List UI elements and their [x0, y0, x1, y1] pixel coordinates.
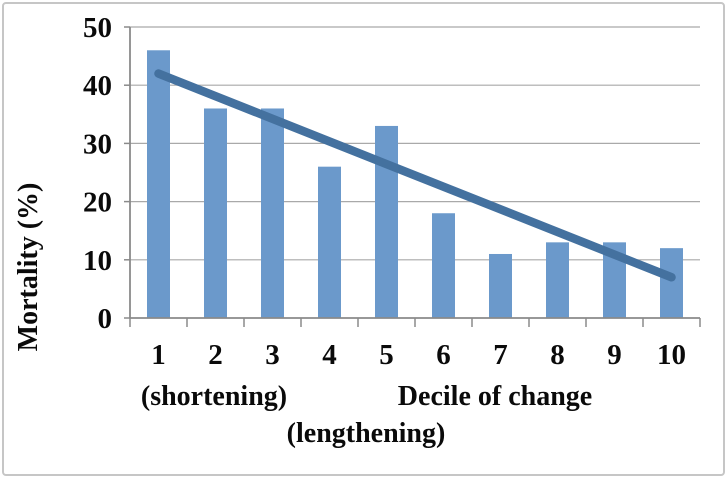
y-tick-label: 50	[83, 12, 112, 44]
trend-line	[154, 69, 676, 282]
x-axis-annotation-lengthening: (lengthening)	[286, 418, 446, 449]
bar	[489, 253, 512, 318]
bar	[261, 108, 284, 318]
bar	[147, 50, 170, 318]
x-tick-label: 7	[493, 339, 508, 371]
y-tick-label: 0	[98, 303, 113, 335]
x-tick-label: 5	[379, 339, 394, 371]
bar	[660, 248, 683, 318]
x-axis-annotation-shortening: (shortening)	[140, 381, 288, 412]
y-axis-title: Mortality (%)	[13, 182, 44, 352]
y-tick-label: 30	[83, 128, 112, 160]
y-tick-label: 20	[83, 187, 112, 219]
bar	[375, 125, 398, 318]
x-tick-label: 2	[208, 339, 223, 371]
bar	[432, 213, 455, 318]
x-tick-label: 6	[436, 339, 451, 371]
x-axis-title: Decile of change	[397, 381, 593, 412]
y-tick-label: 10	[83, 245, 112, 277]
x-tick-label: 8	[550, 339, 565, 371]
x-tick-label: 9	[607, 339, 622, 371]
y-tick-label: 40	[83, 70, 112, 102]
x-tick-label: 10	[657, 339, 686, 371]
bar	[204, 108, 227, 318]
x-tick-label: 3	[265, 339, 280, 371]
x-tick-label: 4	[322, 339, 337, 371]
bar	[546, 242, 569, 318]
bar	[318, 166, 341, 318]
x-tick-label: 1	[151, 339, 166, 371]
